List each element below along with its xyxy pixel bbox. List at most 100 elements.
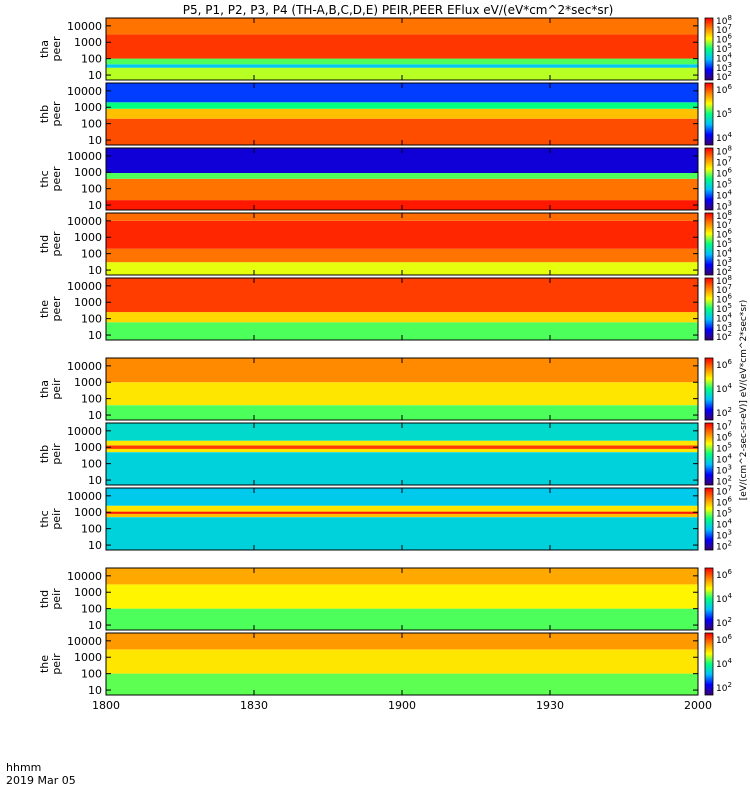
- colorbar-tick-base: 10: [716, 543, 728, 553]
- panel-y-label-line: the: [38, 300, 51, 318]
- colorbar-tick-label: 106: [716, 430, 732, 443]
- y-tick-label: 100: [81, 603, 102, 616]
- y-tick-label: 1000: [74, 506, 102, 519]
- energy-band: [106, 517, 698, 550]
- colorbar-tick-exponent: 3: [727, 61, 731, 69]
- colorbar-tick-base: 10: [716, 110, 728, 120]
- colorbar-tick-base: 10: [716, 86, 728, 96]
- colorbar-tick-label: 102: [716, 616, 732, 629]
- colorbar-tick-label: 104: [716, 453, 732, 466]
- colorbar-tick-exponent: 7: [727, 23, 731, 31]
- colorbar-tick-label: 107: [716, 484, 732, 497]
- colorbar-tick-exponent: 7: [727, 218, 731, 226]
- colorbar-tick-base: 10: [716, 456, 728, 466]
- colorbar-tick-exponent: 7: [727, 419, 731, 427]
- y-tick-label: 10: [88, 69, 102, 82]
- colorbar-tick-label: 102: [716, 330, 732, 343]
- colorbar-tick-exponent: 5: [727, 302, 731, 310]
- energy-band: [106, 382, 698, 406]
- colorbar-tick-exponent: 2: [727, 265, 731, 273]
- panel-y-label-line: the: [38, 655, 51, 673]
- colorbar-tick-label: 108: [716, 274, 732, 287]
- panel-y-label-line: peer: [50, 166, 63, 192]
- colorbar-tick-base: 10: [716, 433, 728, 443]
- colorbar-tick-label: 106: [716, 83, 732, 96]
- colorbar-tick-label: 105: [716, 178, 732, 191]
- colorbar-tick-label: 106: [716, 167, 732, 180]
- colorbar-tick-exponent: 4: [727, 246, 732, 254]
- colorbar-tick-exponent: 6: [727, 228, 732, 236]
- colorbar-tick-base: 10: [716, 231, 728, 241]
- panel-y-label-line: peer: [50, 296, 63, 322]
- energy-band: [106, 278, 698, 313]
- colorbar-tick-label: 103: [716, 61, 732, 74]
- colorbar-tick-exponent: 7: [727, 283, 731, 291]
- colorbar-tick-label: 104: [716, 189, 732, 202]
- energy-band: [106, 220, 698, 249]
- colorbar-tick-label: 105: [716, 507, 732, 520]
- colorbar-tick-base: 10: [716, 26, 728, 36]
- colorbar-tick-exponent: 3: [727, 321, 731, 329]
- colorbar-tick-label: 103: [716, 256, 732, 269]
- y-tick-label: 10000: [67, 85, 102, 98]
- panel-y-label-line: peir: [50, 588, 63, 610]
- colorbar-tick-exponent: 6: [727, 430, 732, 438]
- colorbar-tick-exponent: 6: [727, 495, 732, 503]
- colorbar-tick-label: 104: [716, 311, 732, 324]
- colorbar-tick-exponent: 4: [727, 592, 732, 600]
- colorbar-tick-exponent: 8: [727, 144, 731, 152]
- colorbar-tick-label: 103: [716, 200, 732, 213]
- colorbar-tick-label: 104: [716, 51, 732, 64]
- colorbar-tick-exponent: 4: [727, 453, 732, 461]
- x-tick-label: 2000: [684, 699, 712, 712]
- panel-4: 10000100010010thepeer1021031041051061071…: [38, 274, 732, 343]
- colorbar-tick-exponent: 8: [727, 209, 731, 217]
- energy-band: [106, 505, 698, 512]
- colorbar-tick-base: 10: [716, 571, 728, 581]
- colorbar-tick-label: 108: [716, 14, 732, 27]
- panel-y-label-line: thb: [38, 105, 51, 123]
- y-tick-label: 100: [81, 248, 102, 261]
- colorbar-tick-exponent: 5: [727, 237, 731, 245]
- x-tick-label: 1830: [240, 699, 268, 712]
- colorbar-tick-exponent: 7: [727, 155, 731, 163]
- colorbar-tick-label: 104: [716, 657, 732, 670]
- colorbar-tick-base: 10: [716, 54, 728, 64]
- colorbar-tick-exponent: 3: [727, 464, 731, 472]
- colorbar-tick-label: 105: [716, 442, 732, 455]
- energy-band: [106, 452, 698, 485]
- colorbar-tick-label: 105: [716, 107, 732, 120]
- colorbar-tick-exponent: 3: [727, 200, 731, 208]
- y-tick-label: 10000: [67, 360, 102, 373]
- colorbar-tick-label: 106: [716, 633, 732, 646]
- panel-y-label-line: thd: [38, 235, 51, 253]
- colorbar-tick-exponent: 5: [727, 42, 731, 50]
- colorbar-tick-base: 10: [716, 510, 728, 520]
- colorbar-tick-base: 10: [716, 498, 728, 508]
- panel-y-label-line: thd: [38, 590, 51, 608]
- panel-0: 10000100010010thapeer1021031041051061071…: [38, 14, 732, 83]
- colorbar: [704, 567, 714, 631]
- y-tick-label: 100: [81, 118, 102, 131]
- colorbar-tick-base: 10: [716, 17, 728, 27]
- energy-band: [106, 440, 698, 446]
- y-tick-label: 1000: [74, 36, 102, 49]
- colorbar-tick-label: 103: [716, 464, 732, 477]
- energy-band: [106, 102, 698, 109]
- colorbar-tick-base: 10: [716, 521, 728, 531]
- energy-band: [106, 649, 698, 674]
- colorbar-tick-label: 107: [716, 218, 732, 231]
- colorbar-tick-base: 10: [716, 203, 728, 213]
- colorbar-tick-base: 10: [716, 268, 728, 278]
- colorbar-tick-base: 10: [716, 422, 728, 432]
- colorbar-tick-label: 103: [716, 321, 732, 334]
- date-label: 2019 Mar 05: [6, 774, 76, 787]
- colorbar-tick-base: 10: [716, 619, 728, 629]
- panel-y-label: thepeir: [38, 653, 63, 675]
- panels: 10000100010010thapeer1021031041051061071…: [38, 14, 732, 697]
- colorbar-tick-exponent: 4: [727, 382, 732, 390]
- energy-band: [106, 608, 698, 630]
